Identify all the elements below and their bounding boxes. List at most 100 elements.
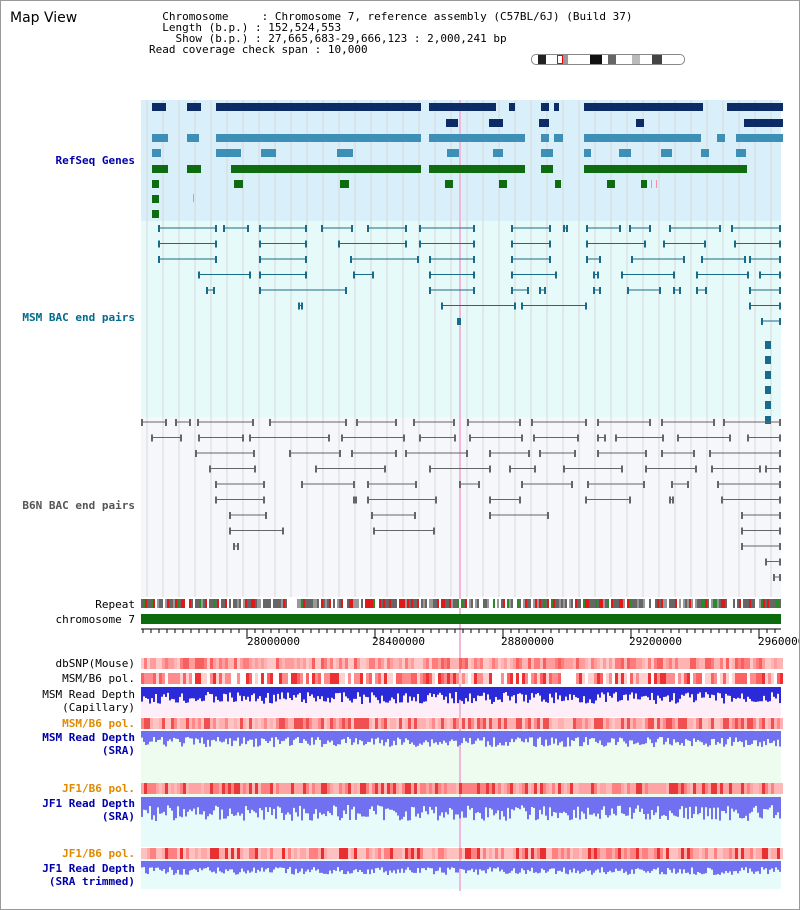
heat-cell (501, 718, 504, 729)
depth-bar (461, 861, 463, 870)
depth-bar (351, 731, 353, 745)
heat-cell (741, 848, 744, 859)
repeat-bar (715, 599, 717, 608)
depth-bar (519, 861, 521, 873)
heat-cell (609, 658, 612, 669)
heat-cell (291, 658, 294, 669)
heat-cell (195, 718, 198, 729)
depth-bar (591, 861, 593, 875)
depth-bar (269, 797, 271, 808)
depth-bar (657, 687, 659, 696)
heat-cell (717, 673, 720, 684)
depth-bar (155, 861, 157, 868)
depth-bar (359, 687, 361, 697)
heat-cell (471, 673, 474, 684)
depth-bar (473, 797, 475, 821)
heat-cell (594, 673, 597, 684)
depth-bar (755, 687, 757, 702)
depth-bar (567, 861, 569, 875)
repeat-bar (459, 599, 461, 608)
heat-cell (402, 848, 405, 859)
heat-cell (447, 673, 450, 684)
depth-bar (257, 731, 259, 747)
depth-bar (567, 687, 569, 701)
depth-bar (733, 687, 735, 698)
repeat-bar (193, 599, 195, 608)
depth-bar (659, 797, 661, 819)
depth-bar (665, 861, 667, 875)
bac-pair-b6n-end (693, 450, 695, 457)
depth-bar (247, 731, 249, 741)
heat-cell (303, 658, 306, 669)
depth-bar (259, 687, 261, 697)
depth-bar (431, 861, 433, 869)
heat-cell (300, 718, 303, 729)
repeat-bar (189, 599, 191, 608)
repeat-bar (287, 599, 289, 608)
depth-bar (695, 687, 697, 701)
depth-bar (713, 731, 715, 739)
heat-cell (237, 673, 240, 684)
gene-block (216, 134, 421, 142)
heat-cell (483, 783, 486, 794)
gene-block (744, 119, 783, 127)
heat-cell (561, 783, 564, 794)
heat-cell (294, 718, 297, 729)
bac-pair-msm-end (621, 271, 623, 279)
depth-bar (549, 861, 551, 870)
depth-bar (215, 861, 217, 874)
gene-block (584, 165, 747, 173)
depth-bar (411, 861, 413, 873)
repeat-bar (513, 599, 515, 608)
repeat-bar (207, 599, 209, 608)
heat-cell (606, 848, 609, 859)
msm-bac-label[interactable]: MSM BAC end pairs (22, 311, 135, 324)
depth-bar (219, 797, 221, 820)
repeat-bar (681, 599, 683, 608)
heat-cell (681, 783, 684, 794)
depth-bar (351, 861, 353, 874)
depth-bar (255, 797, 257, 813)
heat-cell (498, 718, 501, 729)
heat-cell (492, 673, 495, 684)
bac-pair-msm-end (629, 225, 631, 232)
bac-pair-msm-end (539, 287, 541, 294)
repeat-bar (423, 599, 425, 608)
heat-cell (570, 673, 573, 684)
repeat-bar (465, 599, 467, 608)
heat-cell (753, 658, 756, 669)
depth-bar (295, 861, 297, 869)
depth-bar (629, 687, 631, 695)
heat-cell (423, 673, 426, 684)
heat-cell (399, 848, 402, 859)
heat-cell (423, 718, 426, 729)
heat-cell (417, 848, 420, 859)
b6n-bac-label[interactable]: B6N BAC end pairs (22, 499, 135, 512)
heat-cell (156, 658, 159, 669)
heat-cell (330, 783, 333, 794)
depth-bar (319, 861, 321, 873)
repeat-bar (563, 599, 565, 608)
heat-cell (555, 783, 558, 794)
bac-pair-msm-end (419, 225, 421, 232)
heat-cell (210, 848, 213, 859)
refseq-label[interactable]: RefSeq Genes (55, 154, 135, 167)
heat-cell (528, 848, 531, 859)
depth-bar (461, 797, 463, 812)
heat-cell (741, 658, 744, 669)
depth-bar (259, 731, 261, 746)
chromosome-ideogram[interactable] (531, 54, 685, 65)
depth-bar (147, 731, 149, 745)
heat-cell (765, 783, 768, 794)
depth-bar (639, 797, 641, 812)
bac-pair-b6n-end (282, 527, 284, 535)
depth-bar (717, 687, 719, 693)
depth-bar (381, 861, 383, 868)
depth-bar (529, 687, 531, 700)
depth-bar (201, 797, 203, 815)
heat-cell (594, 848, 597, 859)
gene-block (234, 180, 243, 188)
depth-bar (531, 797, 533, 808)
